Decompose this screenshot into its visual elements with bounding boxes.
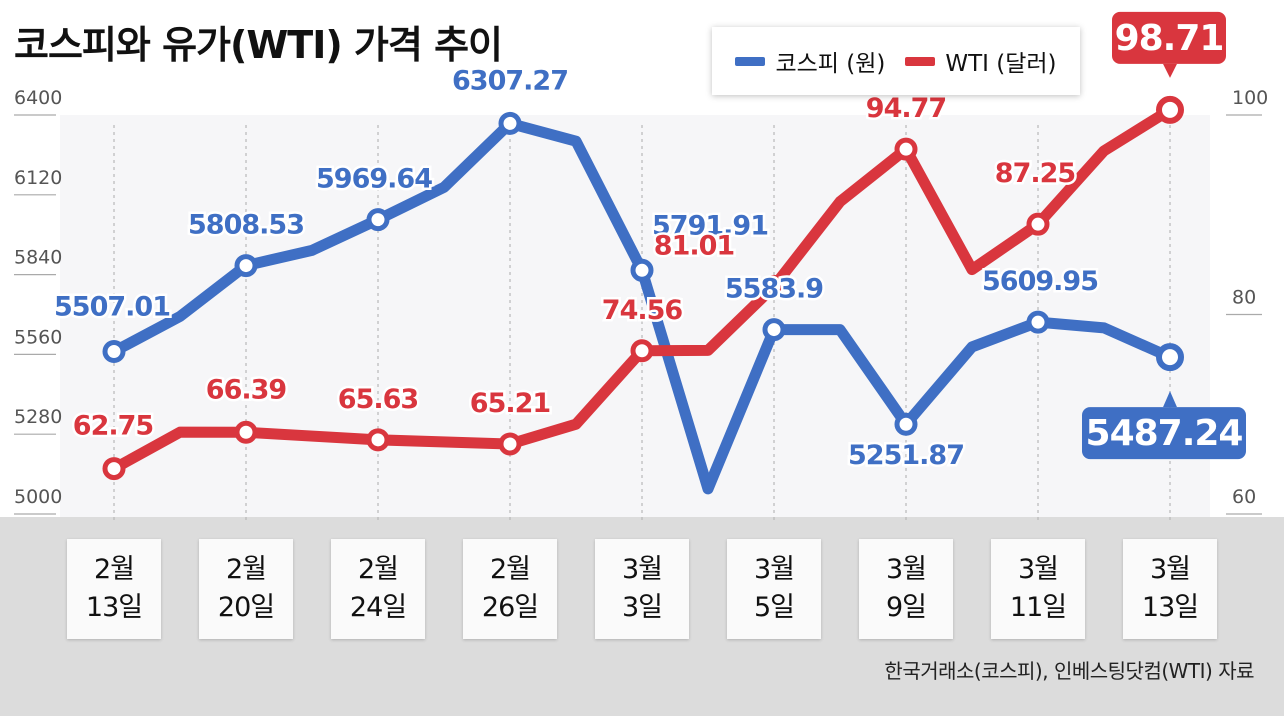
kospi-point [630,258,654,282]
x-tick-label: 2월 24일 [331,539,425,639]
chart-title: 코스피와 유가(WTI) 가격 추이 [14,23,503,67]
wti-latest-label: 98.71 [1115,18,1224,59]
x-tick-label: 3월 9일 [859,539,953,639]
plot-background [60,115,1210,517]
x-tick-day: 9일 [885,592,927,623]
y-left-tick-label: 5840 [14,247,62,269]
x-tick-month: 3월 [753,554,795,585]
y-right-tick-label: 100 [1232,87,1268,109]
wti-point [234,420,258,444]
x-tick-label: 3월 3일 [595,539,689,639]
y-right-tick-label: 60 [1232,486,1256,508]
wti-data-label: 65.63 [338,384,418,415]
x-tick-day: 24일 [349,592,407,623]
y-left-tick-label: 5280 [14,406,62,428]
wti-point [366,428,390,452]
y-left-tick-label: 6400 [14,87,62,109]
wti-point [102,457,126,481]
wti-latest-badge [1112,11,1226,64]
wti-data-label: 94.77 [866,93,946,124]
x-tick-label: 3월 11일 [991,539,1085,639]
x-tick-day: 26일 [481,592,539,623]
y-left-tick-label: 5000 [14,486,62,508]
x-tick-day: 5일 [753,592,795,623]
wti-point [762,274,786,298]
x-tick-label: 2월 20일 [199,539,293,639]
kospi-data-label: 5507.01 [54,292,170,323]
y-right-tick-label: 80 [1232,287,1256,309]
kospi-data-label: 5251.87 [848,440,964,471]
kospi-point [102,340,126,364]
x-tick-day: 13일 [85,592,143,623]
x-tick-month: 2월 [489,554,531,585]
kospi-point [1156,343,1184,372]
x-tick-label: 2월 26일 [463,539,557,639]
legend-label-wti: WTI (달러) [945,51,1057,77]
legend-label-kospi: 코스피 (원) [775,51,886,77]
y-left-tick-label: 5560 [14,326,62,348]
x-tick-day: 11일 [1009,592,1067,623]
badge-pointer [1163,63,1177,78]
kospi-data-label: 5791.91 [652,210,768,241]
wti-point [1156,95,1184,124]
x-tick-month: 3월 [621,554,663,585]
x-tick-month: 3월 [1149,554,1191,585]
x-tick-day: 20일 [217,592,275,623]
wti-point [630,339,654,363]
wti-data-label: 66.39 [206,374,287,405]
wti-data-label: 87.25 [995,158,1075,189]
kospi-latest-badge [1082,407,1246,460]
kospi-point [498,111,522,135]
kospi-data-label: 5609.95 [982,266,1098,297]
chart-legend: 코스피 (원) WTI (달러) [712,27,1080,95]
x-tick-month: 2월 [357,554,399,585]
kospi-data-label: 5969.64 [316,164,432,195]
x-tick-label: 3월 13일 [1123,539,1217,639]
x-tick-month: 2월 [93,554,135,585]
kospi-point [762,318,786,342]
kospi-data-label: 6307.27 [452,65,568,96]
wti-line [108,104,1176,475]
wti-point [1026,212,1050,236]
wti-point [498,432,522,456]
kospi-point [366,208,390,232]
kospi-point [894,412,918,436]
y-left-tick-label: 6120 [14,167,62,189]
wti-data-label: 74.56 [602,295,683,326]
wti-point [894,137,918,161]
wti-data-label: 65.21 [470,388,550,419]
legend-swatch-kospi [735,56,766,66]
wti-data-label: 81.01 [654,230,734,261]
kospi-latest-label: 5487.24 [1086,413,1243,454]
kospi-data-label: 5808.53 [188,210,304,241]
badge-pointer [1163,391,1177,408]
x-tick-day: 3일 [621,592,663,623]
kospi-data-label: 5583.9 [725,274,823,305]
x-tick-label: 3월 5일 [727,539,821,639]
source-note: 한국거래소(코스피), 인베스팅닷컴(WTI) 자료 [884,659,1254,683]
x-tick-day: 13일 [1141,592,1199,623]
x-tick-label: 2월 13일 [67,539,161,639]
legend-item-kospi: 코스피 (원) [735,44,885,78]
legend-swatch-wti [905,56,936,66]
x-tick-month: 2월 [225,554,267,585]
x-tick-month: 3월 [1017,554,1059,585]
kospi-point [1026,310,1050,334]
kospi-point [234,254,258,278]
wti-data-label: 62.75 [73,411,153,442]
legend-item-wti: WTI (달러) [905,44,1057,78]
x-tick-month: 3월 [885,554,927,585]
